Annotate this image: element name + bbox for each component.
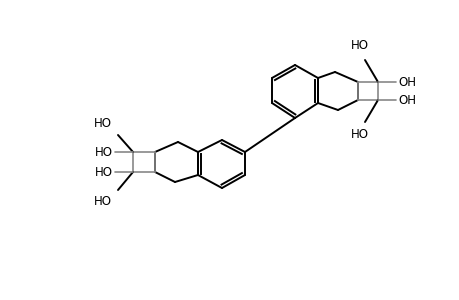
Text: HO: HO [94,195,112,208]
Text: OH: OH [397,94,415,106]
Text: HO: HO [350,128,368,141]
Text: HO: HO [95,146,113,158]
Text: HO: HO [94,117,112,130]
Text: HO: HO [95,166,113,178]
Text: HO: HO [350,39,368,52]
Text: OH: OH [397,76,415,88]
